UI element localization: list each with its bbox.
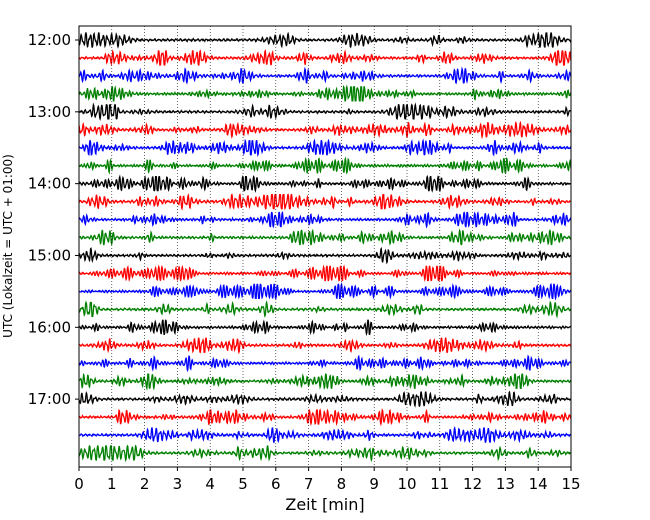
seismic-trace [78,102,572,122]
seismic-trace [78,337,572,355]
seismic-trace [78,246,572,265]
seismic-trace [78,84,572,102]
x-tick-label: 1 [107,475,117,493]
x-tick-label: 14 [529,475,548,493]
y-tick-label: 17:00 [28,390,71,408]
seismic-trace [78,228,572,247]
seismic-trace [78,390,572,408]
seismic-trace [78,354,572,373]
seismic-trace [78,138,572,158]
x-tick-label: 7 [304,475,314,493]
x-tick-label: 6 [271,475,281,493]
seismic-trace [78,156,572,175]
seismic-trace [78,264,572,283]
x-axis-label: Zeit [min] [285,495,364,514]
x-tick-label: 9 [369,475,379,493]
y-tick-label: 15:00 [28,246,71,264]
seismic-trace [78,174,572,193]
seismic-trace [78,300,572,319]
x-tick-label: 8 [337,475,347,493]
seismic-trace [78,66,572,85]
x-tick-label: 12 [463,475,482,493]
y-tick-label: 13:00 [28,103,71,121]
x-tick-label: 4 [205,475,215,493]
y-axis-label: UTC (Lokalzeit = UTC + 01:00) [1,154,15,338]
seismic-trace [78,426,572,444]
y-axis: 12:00 13:00 14:00 15:00 16:00 17:00 [28,31,79,408]
trace-layer [78,31,572,463]
x-tick-label: 0 [74,475,84,493]
x-axis: 0 1 2 3 4 5 6 7 8 9 10 11 12 13 14 15 [74,467,581,493]
x-tick-label: 15 [561,475,580,493]
seismic-trace [78,408,572,427]
seismic-trace [78,210,572,229]
seismic-trace [78,444,572,463]
seismic-trace [78,120,572,140]
plot-frame [78,25,572,468]
x-tick-label: 10 [397,475,416,493]
x-tick-label: 3 [173,475,183,493]
seismic-trace [78,31,572,49]
seismic-trace [78,372,572,391]
y-tick-label: 16:00 [28,318,71,336]
x-tick-label: 2 [140,475,150,493]
seismic-trace [78,282,572,301]
x-tick-label: 5 [238,475,248,493]
seismic-trace [78,48,572,67]
y-tick-label: 14:00 [28,175,71,193]
seismic-trace [78,193,572,211]
y-tick-label: 12:00 [28,31,71,49]
x-tick-label: 13 [496,475,515,493]
seismic-trace [78,319,572,337]
x-tick-label: 11 [430,475,449,493]
